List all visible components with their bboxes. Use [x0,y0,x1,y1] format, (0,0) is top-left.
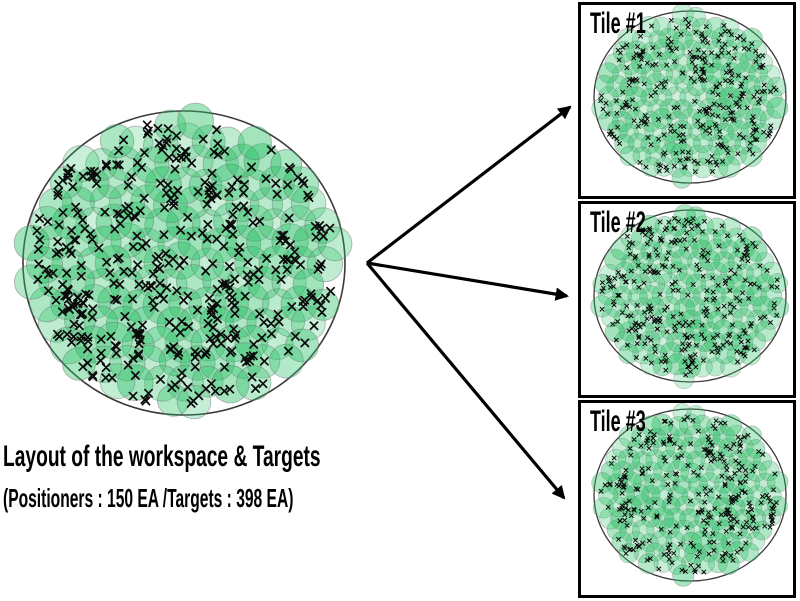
caption: Layout of the workspace & Targets (Posit… [3,440,499,514]
tile-2-label: Tile #2 [590,206,646,239]
tile-3-box: Tile #3 [578,400,796,598]
caption-title: Layout of the workspace & Targets [3,440,321,473]
tile-1-label: Tile #1 [590,7,646,40]
tile-1-plot [591,5,789,189]
tile-2-plot [590,204,789,390]
arrow-to-tile-1 [366,105,572,265]
arrow-to-tile-2 [366,261,569,301]
tile-3-label: Tile #3 [590,405,646,438]
arrow-to-tile-3 [365,261,566,500]
tile-2-box: Tile #2 [578,201,796,398]
caption-stats: (Positioners : 150 EA /Targets : 398 EA) [3,483,294,513]
tile-3-plot [591,403,789,587]
tile-1-box: Tile #1 [578,2,796,199]
